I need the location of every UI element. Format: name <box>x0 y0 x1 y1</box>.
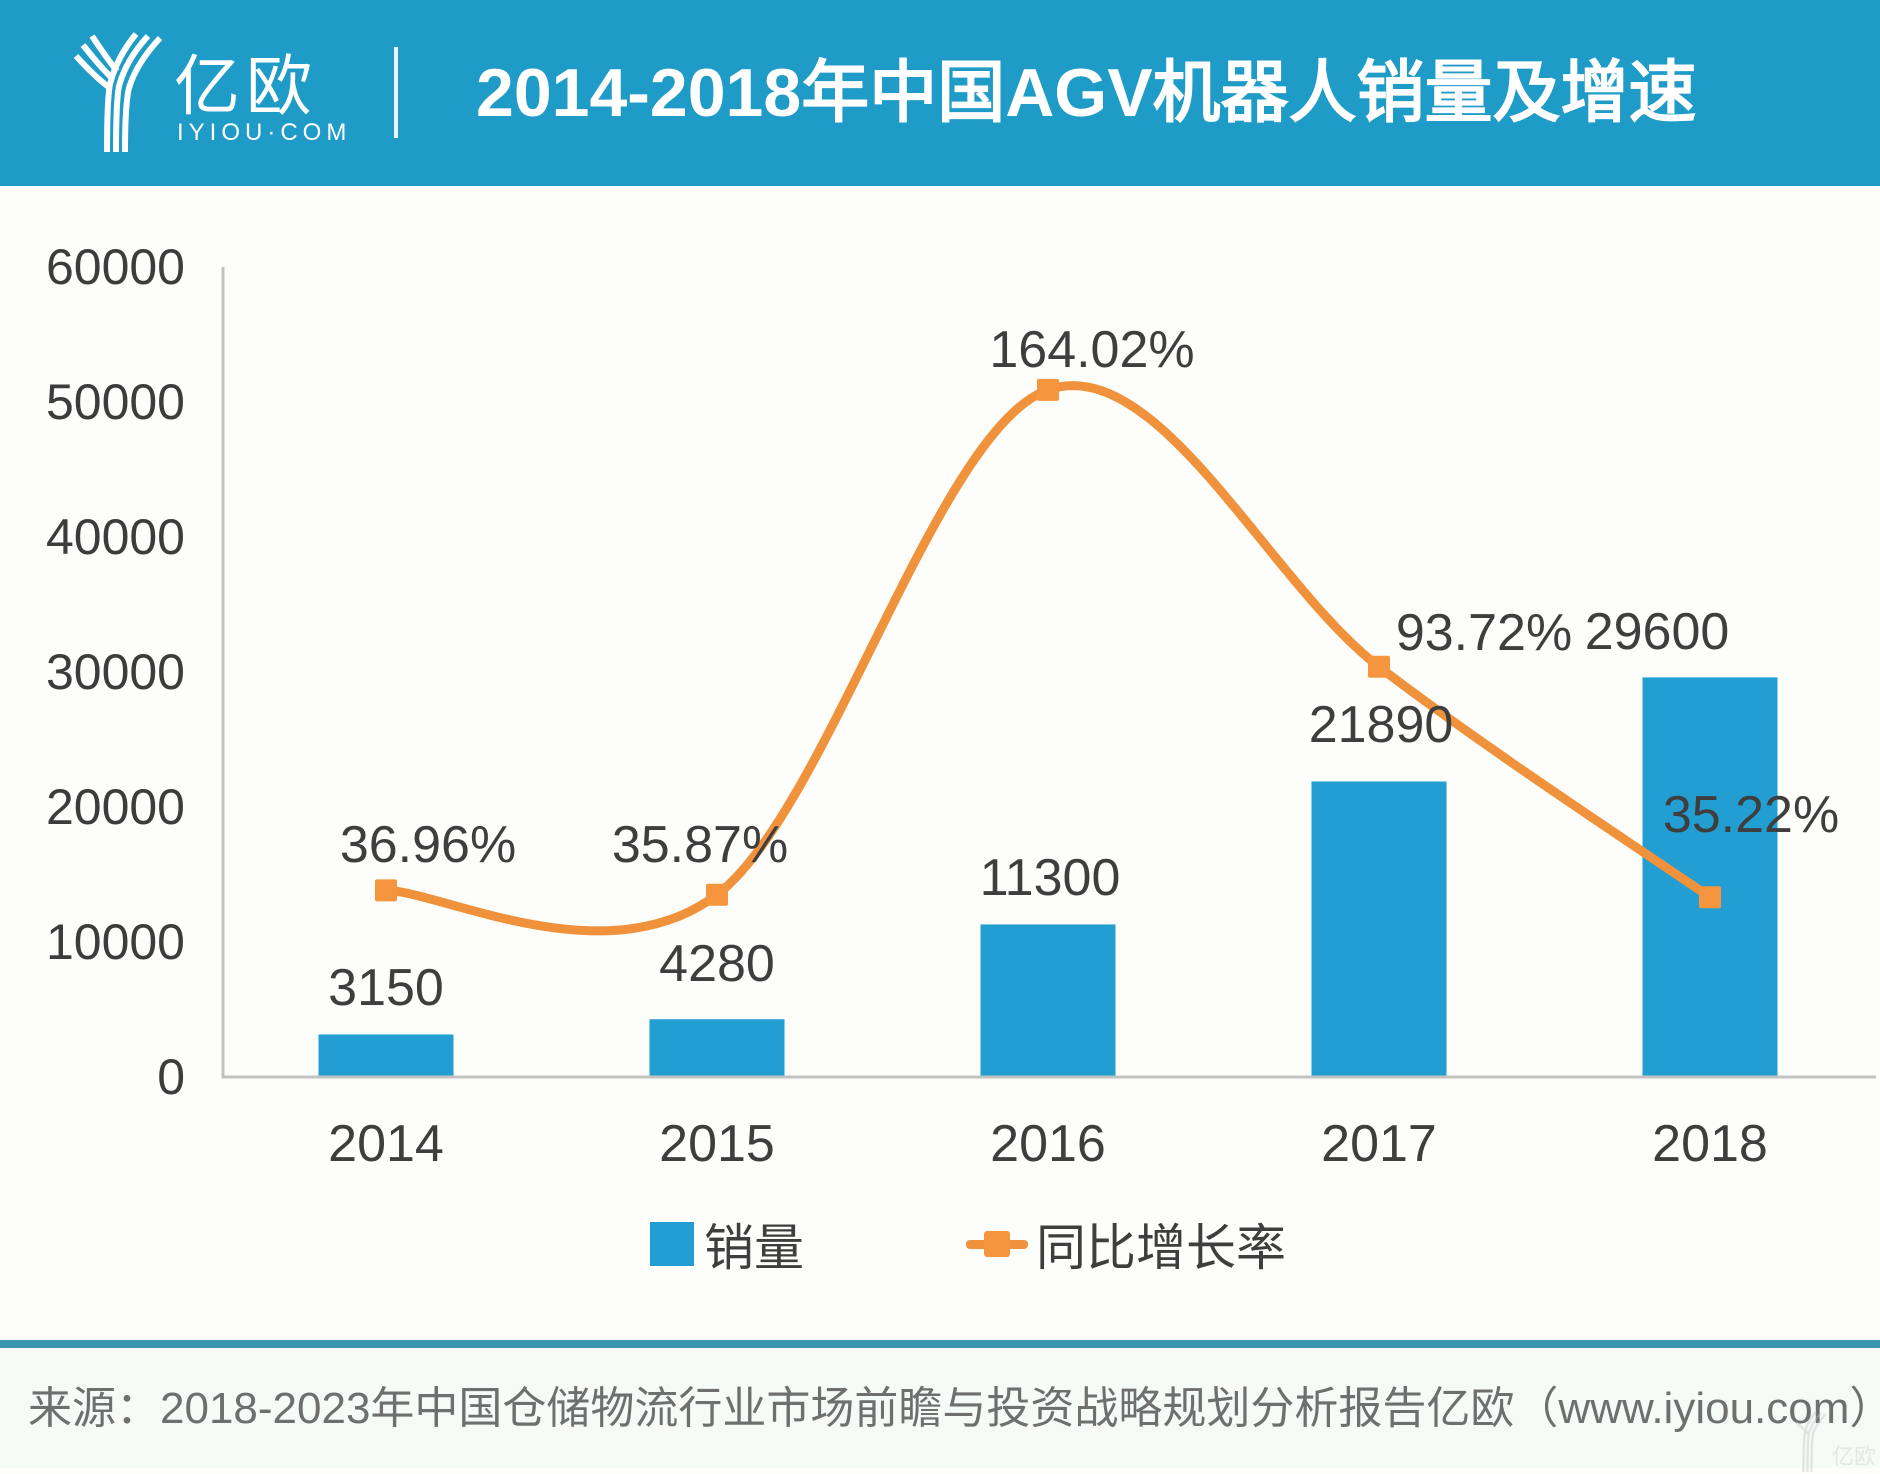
y-axis-tick-label: 20000 <box>45 779 185 835</box>
growth-value-label: 35.87% <box>611 816 789 874</box>
y-axis-tick-label: 30000 <box>45 644 185 700</box>
line-marker-icon <box>1037 378 1059 401</box>
growth-value-label: 164.02% <box>989 321 1195 379</box>
axis-lines <box>221 267 1876 1079</box>
sales-bar <box>1642 677 1778 1077</box>
line-marker-icon <box>1699 886 1721 909</box>
watermark-logo-icon: 亿欧 <box>1796 1411 1876 1473</box>
legend-item-growth: 同比增长率 <box>966 1220 1286 1276</box>
footer-background <box>0 1348 1880 1468</box>
logo-domain-text: IYIOU·COM <box>177 119 352 146</box>
sales-bar <box>649 1019 785 1077</box>
bar-value-label: 11300 <box>979 849 1121 907</box>
line-marker-icon <box>706 883 728 906</box>
header-banner: 亿欧 IYIOU·COM 2014-2018年中国AGV机器人销量及增速 <box>0 0 1880 186</box>
y-axis-tick-label: 40000 <box>45 509 185 565</box>
legend-label-sales: 销量 <box>704 1220 804 1276</box>
bar-value-label: 4280 <box>659 935 775 993</box>
sales-bar <box>1311 781 1447 1077</box>
brand-credit-text: 亿欧（www.iyiou.com） <box>1426 1384 1880 1433</box>
footer-divider <box>0 1340 1880 1348</box>
bar-value-label: 29600 <box>1584 603 1730 661</box>
bar-value-label: 3150 <box>328 959 444 1017</box>
source-text: 来源：2018-2023年中国仓储物流行业市场前瞻与投资战略规划分析报告 <box>28 1384 1427 1433</box>
line-marker-icon <box>375 879 397 902</box>
growth-value-label: 36.96% <box>339 816 517 874</box>
bar-value-label: 21890 <box>1308 696 1454 754</box>
header-divider <box>394 47 398 138</box>
growth-value-label: 93.72% <box>1395 604 1573 662</box>
growth-value-label: 35.22% <box>1662 786 1840 844</box>
svg-text:亿欧: 亿欧 <box>1832 1444 1876 1469</box>
y-axis-tick-label: 0 <box>157 1049 185 1105</box>
sales-bar <box>980 924 1116 1077</box>
growth-legend-line-icon <box>966 1222 1028 1266</box>
iyiou-logo-icon <box>73 32 163 153</box>
category-label: 2017 <box>1321 1115 1437 1173</box>
category-label: 2014 <box>328 1115 444 1173</box>
legend-label-growth: 同比增长率 <box>1036 1220 1286 1276</box>
y-axis-tick-label: 60000 <box>45 239 185 295</box>
category-label: 2015 <box>659 1115 775 1173</box>
logo-wordmark: 亿欧 <box>174 49 318 123</box>
sales-bar <box>318 1034 454 1077</box>
y-axis-tick-label: 50000 <box>45 374 185 430</box>
category-label: 2018 <box>1652 1115 1768 1173</box>
chart-title: 2014-2018年中国AGV机器人销量及增速 <box>476 55 1697 131</box>
line-marker-icon <box>1368 655 1390 678</box>
legend-item-sales: 销量 <box>650 1220 804 1276</box>
footer: 来源：2018-2023年中国仓储物流行业市场前瞻与投资战略规划分析报告 亿欧（… <box>28 1384 1880 1434</box>
category-label: 2016 <box>990 1115 1106 1173</box>
sales-legend-swatch-icon <box>650 1222 694 1266</box>
y-axis-tick-label: 10000 <box>45 914 185 970</box>
